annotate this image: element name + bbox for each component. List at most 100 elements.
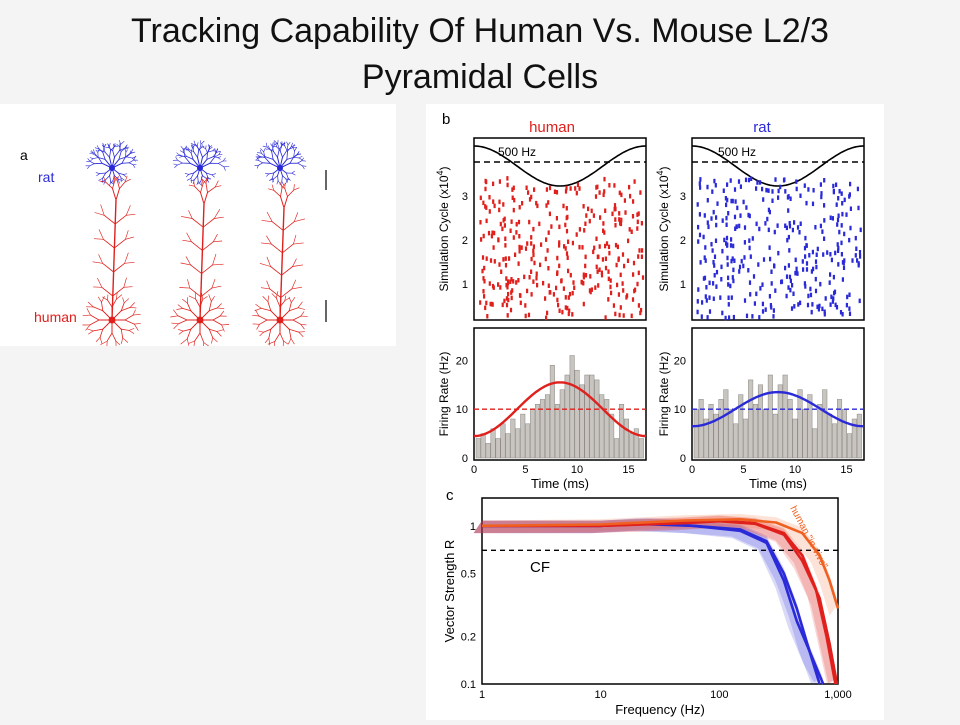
spike-tick (578, 245, 580, 250)
dendrite-branch (123, 298, 125, 303)
spike-tick (849, 182, 851, 187)
spike-tick (591, 209, 593, 214)
dendrite-branch (120, 182, 126, 189)
spike-tick (699, 233, 701, 238)
spike-tick (592, 250, 594, 255)
apical-dendrite (112, 200, 116, 320)
rat-rate-ytick: 20 (674, 355, 686, 367)
dendrite-branch (266, 174, 269, 176)
dendrite-branch (88, 159, 90, 162)
spike-tick (494, 204, 496, 209)
dendrite-branch (201, 181, 202, 186)
spike-tick (506, 176, 508, 181)
dendrite-branch (281, 197, 285, 209)
spike-tick (845, 212, 847, 217)
spike-tick (770, 305, 772, 310)
spike-tick (728, 296, 730, 301)
dendrite-branch (171, 316, 178, 317)
histogram-bar (832, 424, 837, 458)
dendrite-branch (192, 219, 203, 228)
spike-tick (804, 236, 806, 241)
dendrite-branch (191, 265, 202, 274)
spike-tick (769, 257, 771, 262)
panel-c-ytick: 0.2 (461, 631, 476, 643)
dendrite-branch (293, 235, 296, 244)
spike-tick (817, 247, 819, 252)
spike-tick (566, 251, 568, 256)
dendrite-branch (188, 148, 190, 150)
spike-tick (849, 312, 851, 317)
spike-tick (510, 229, 512, 234)
spike-tick (710, 242, 712, 247)
spike-tick (805, 201, 807, 206)
spike-tick (748, 238, 750, 243)
spike-tick (519, 205, 521, 210)
spike-tick (716, 270, 718, 275)
dendrite-branch (94, 239, 103, 240)
dendrite-branch (93, 158, 98, 159)
spike-tick (595, 194, 597, 199)
spike-tick (626, 293, 628, 298)
spike-tick (814, 225, 816, 230)
spike-tick (636, 212, 638, 217)
dendrite-branch (219, 152, 221, 155)
spike-tick (613, 303, 615, 308)
histogram-bar (729, 409, 734, 458)
neuron-drawings (83, 140, 308, 346)
spike-tick (726, 256, 728, 261)
dendrite-branch (214, 209, 220, 218)
spike-tick (568, 309, 570, 314)
panel-b-letter: b (442, 111, 450, 128)
spike-tick (547, 248, 549, 253)
spike-tick (579, 227, 581, 232)
spike-tick (572, 291, 574, 296)
spike-tick (624, 210, 626, 215)
spike-tick (726, 198, 728, 203)
dendrite-branch (133, 165, 135, 168)
spike-tick (507, 183, 509, 188)
dendrite-branch (188, 279, 190, 288)
spike-tick (743, 200, 745, 205)
spike-tick (788, 194, 790, 199)
spike-tick (815, 259, 817, 264)
spike-tick (583, 204, 585, 209)
spike-tick (519, 293, 521, 298)
spike-tick (513, 198, 515, 203)
human-raster-ytick: 3 (462, 191, 468, 203)
panel-c-ytick: 0.1 (461, 679, 476, 691)
histogram-bar (481, 434, 486, 458)
spike-tick (750, 177, 752, 182)
spike-tick (791, 283, 793, 288)
dendrite-branch (180, 156, 183, 157)
spike-tick (777, 195, 779, 200)
spike-tick (513, 208, 515, 213)
dendrite-branch (202, 265, 213, 274)
dendrite-branch (99, 255, 103, 264)
spike-tick (599, 268, 601, 273)
dendrite-branch (291, 339, 294, 344)
dendrite-branch (287, 151, 288, 159)
rat-raster-ylabel: Simulation Cycle (x104) (655, 166, 671, 291)
spike-tick (607, 297, 609, 302)
slide-title: Tracking Capability Of Human Vs. Mouse L… (0, 8, 960, 100)
spike-tick (500, 270, 502, 275)
histogram-bar (719, 399, 724, 458)
dendrite-branch (126, 206, 130, 216)
dendrite-branch (218, 161, 223, 163)
spike-tick (859, 250, 861, 255)
dendrite-branch (91, 315, 100, 320)
dendrite-branch (289, 297, 291, 302)
spike-tick (546, 311, 548, 316)
spike-tick (489, 209, 491, 214)
spike-tick (721, 311, 723, 316)
dendrite-branch (110, 151, 111, 158)
vector-strength-curves (474, 514, 838, 684)
spike-tick (499, 179, 501, 184)
spike-tick (530, 235, 532, 240)
spike-tick (722, 218, 724, 223)
panel-b-c: b c human rat 500 Hz 500 Hz Simulation C… (426, 104, 884, 720)
histogram-bar (590, 375, 595, 458)
spike-tick (597, 269, 599, 274)
histogram-bar (565, 375, 570, 458)
dendrite-branch (261, 243, 271, 244)
